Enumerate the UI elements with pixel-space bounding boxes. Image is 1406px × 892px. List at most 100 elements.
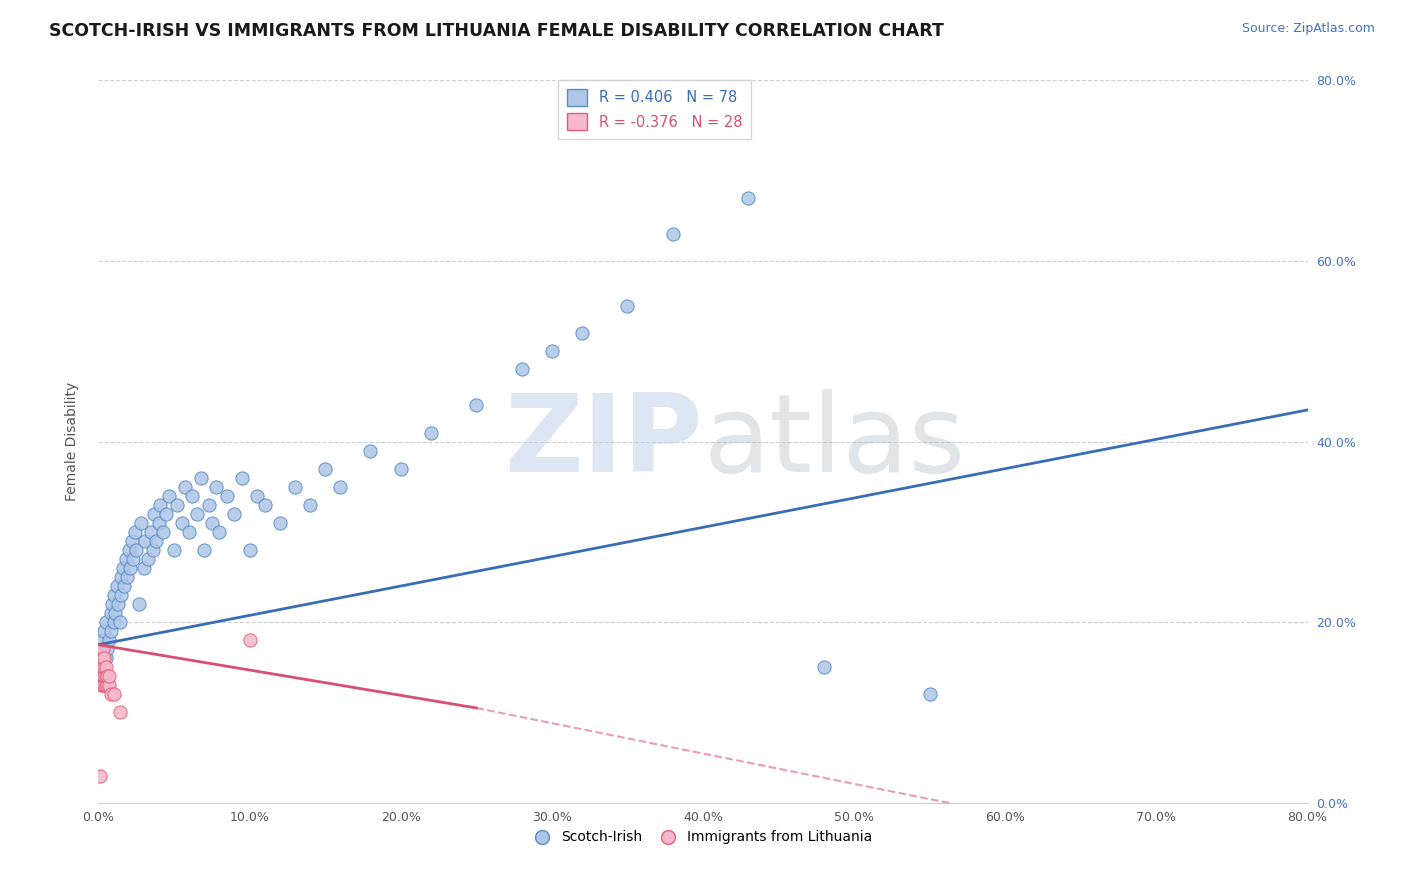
Point bbox=[118, 542, 141, 557]
Point bbox=[179, 524, 201, 539]
Point bbox=[143, 507, 166, 521]
Point bbox=[170, 516, 193, 530]
Point bbox=[90, 660, 112, 674]
Point bbox=[201, 516, 224, 530]
Point bbox=[122, 552, 145, 566]
Point bbox=[89, 669, 111, 683]
Point bbox=[110, 588, 132, 602]
Point bbox=[224, 507, 246, 521]
Text: Source: ZipAtlas.com: Source: ZipAtlas.com bbox=[1241, 22, 1375, 36]
Point bbox=[128, 597, 150, 611]
Point bbox=[540, 344, 562, 359]
Point bbox=[91, 651, 114, 665]
Point bbox=[616, 299, 638, 313]
Point bbox=[98, 633, 121, 648]
Point bbox=[90, 642, 112, 657]
Point bbox=[91, 678, 114, 692]
Point bbox=[215, 489, 238, 503]
Point bbox=[91, 660, 114, 674]
Point bbox=[155, 507, 177, 521]
Point bbox=[98, 669, 121, 683]
Point bbox=[103, 588, 125, 602]
Point bbox=[105, 579, 128, 593]
Point bbox=[103, 615, 125, 630]
Point bbox=[142, 542, 165, 557]
Point bbox=[90, 669, 112, 683]
Point bbox=[91, 633, 114, 648]
Point bbox=[571, 326, 593, 340]
Legend: Scotch-Irish, Immigrants from Lithuania: Scotch-Irish, Immigrants from Lithuania bbox=[529, 825, 877, 850]
Point bbox=[100, 624, 122, 639]
Point bbox=[110, 570, 132, 584]
Point bbox=[661, 227, 683, 241]
Point bbox=[121, 533, 143, 548]
Point bbox=[129, 516, 152, 530]
Text: SCOTCH-IRISH VS IMMIGRANTS FROM LITHUANIA FEMALE DISABILITY CORRELATION CHART: SCOTCH-IRISH VS IMMIGRANTS FROM LITHUANI… bbox=[49, 22, 943, 40]
Point bbox=[89, 651, 111, 665]
Point bbox=[108, 706, 131, 720]
Point bbox=[94, 660, 117, 674]
Point bbox=[103, 687, 125, 701]
Point bbox=[205, 480, 228, 494]
Point bbox=[91, 642, 114, 657]
Point bbox=[112, 579, 135, 593]
Point bbox=[166, 498, 188, 512]
Point bbox=[94, 651, 117, 665]
Point bbox=[510, 362, 533, 376]
Point bbox=[197, 498, 219, 512]
Point bbox=[94, 678, 117, 692]
Point bbox=[239, 633, 262, 648]
Point bbox=[93, 660, 115, 674]
Point bbox=[132, 561, 155, 575]
Point bbox=[163, 542, 186, 557]
Point bbox=[314, 461, 336, 475]
Point bbox=[114, 552, 136, 566]
Point bbox=[190, 471, 212, 485]
Point bbox=[186, 507, 208, 521]
Point bbox=[159, 489, 181, 503]
Point bbox=[239, 542, 262, 557]
Point bbox=[360, 443, 382, 458]
Point bbox=[96, 678, 118, 692]
Point bbox=[420, 425, 443, 440]
Point bbox=[90, 678, 112, 692]
Point bbox=[89, 660, 111, 674]
Point bbox=[134, 533, 156, 548]
Point bbox=[120, 561, 142, 575]
Point bbox=[125, 542, 148, 557]
Point bbox=[389, 461, 412, 475]
Point bbox=[253, 498, 276, 512]
Point bbox=[101, 597, 124, 611]
Point bbox=[284, 480, 307, 494]
Point bbox=[93, 669, 115, 683]
Point bbox=[94, 615, 117, 630]
Point bbox=[107, 597, 129, 611]
Point bbox=[100, 606, 122, 620]
Point bbox=[94, 669, 117, 683]
Point bbox=[208, 524, 231, 539]
Point bbox=[918, 687, 941, 701]
Point bbox=[90, 651, 112, 665]
Point bbox=[96, 642, 118, 657]
Point bbox=[148, 516, 170, 530]
Point bbox=[93, 651, 115, 665]
Point bbox=[193, 542, 215, 557]
Text: ZIP: ZIP bbox=[505, 389, 703, 494]
Point bbox=[93, 624, 115, 639]
Point bbox=[91, 669, 114, 683]
Point bbox=[152, 524, 174, 539]
Text: atlas: atlas bbox=[703, 389, 965, 494]
Point bbox=[149, 498, 172, 512]
Point bbox=[93, 678, 115, 692]
Point bbox=[465, 398, 488, 412]
Point bbox=[246, 489, 269, 503]
Point bbox=[813, 660, 835, 674]
Point bbox=[98, 678, 121, 692]
Point bbox=[329, 480, 352, 494]
Point bbox=[115, 570, 138, 584]
Point bbox=[124, 524, 146, 539]
Point bbox=[136, 552, 159, 566]
Point bbox=[231, 471, 253, 485]
Point bbox=[269, 516, 291, 530]
Point bbox=[173, 480, 195, 494]
